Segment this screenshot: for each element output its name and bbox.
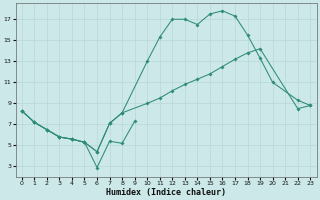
- X-axis label: Humidex (Indice chaleur): Humidex (Indice chaleur): [106, 188, 226, 197]
